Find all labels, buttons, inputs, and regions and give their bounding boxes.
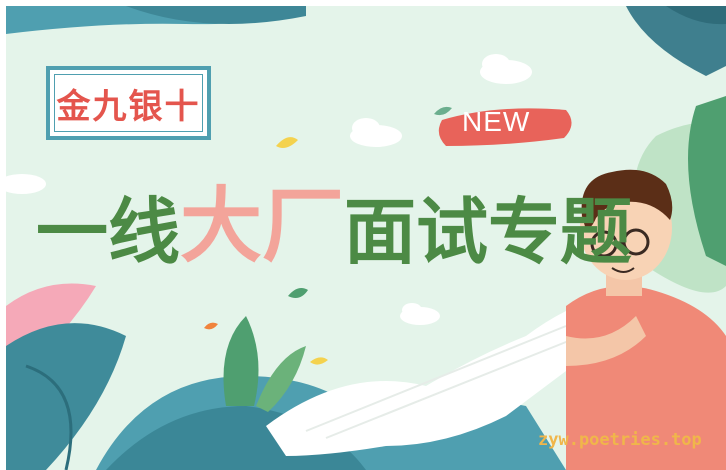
leaf-icon	[434, 106, 452, 116]
leaf-icon	[666, 6, 726, 25]
headline-part3: 面试专题	[344, 190, 633, 274]
tag-badge: 金九银十	[46, 66, 211, 140]
leaf-icon	[626, 6, 726, 76]
cloud-icon	[400, 303, 440, 325]
watermark: zyw.poetries.top	[538, 430, 702, 450]
leaf-icon	[25, 364, 73, 470]
tag-label: 金九银十	[56, 86, 201, 127]
person-illustration	[566, 169, 726, 470]
brush-stroke-icon	[438, 108, 572, 146]
new-label: NEW	[462, 106, 531, 137]
page-title: 一线 大厂 面试专题	[36, 158, 633, 274]
cloud-icon	[350, 118, 402, 147]
leaf-icon	[276, 137, 298, 148]
leaf-icon	[256, 346, 306, 412]
frame-left	[0, 0, 6, 470]
cloud-icon	[480, 54, 532, 84]
promo-banner[interactable]: 金九银十 NEW 一线 大厂 面试专题 zyw.poetries.top	[6, 6, 726, 470]
leaf-icon	[288, 288, 308, 298]
frame-top	[0, 0, 726, 6]
paper-scroll-icon	[266, 296, 646, 456]
leaf-icon	[6, 323, 126, 470]
banner-illustration	[6, 6, 726, 470]
leaf-icon	[223, 316, 259, 406]
leaf-icon	[126, 6, 306, 24]
leaf-icon	[688, 96, 726, 266]
cloud-icon	[6, 174, 46, 194]
leaf-icon	[310, 357, 328, 365]
headline-part1: 一线	[36, 190, 181, 274]
headline-part2: 大厂	[180, 179, 345, 274]
leaf-icon	[204, 322, 218, 330]
